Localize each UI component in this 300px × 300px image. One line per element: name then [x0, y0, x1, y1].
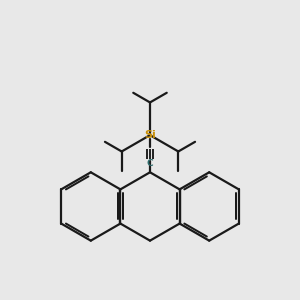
- Text: C: C: [147, 159, 153, 168]
- Text: Si: Si: [144, 130, 156, 140]
